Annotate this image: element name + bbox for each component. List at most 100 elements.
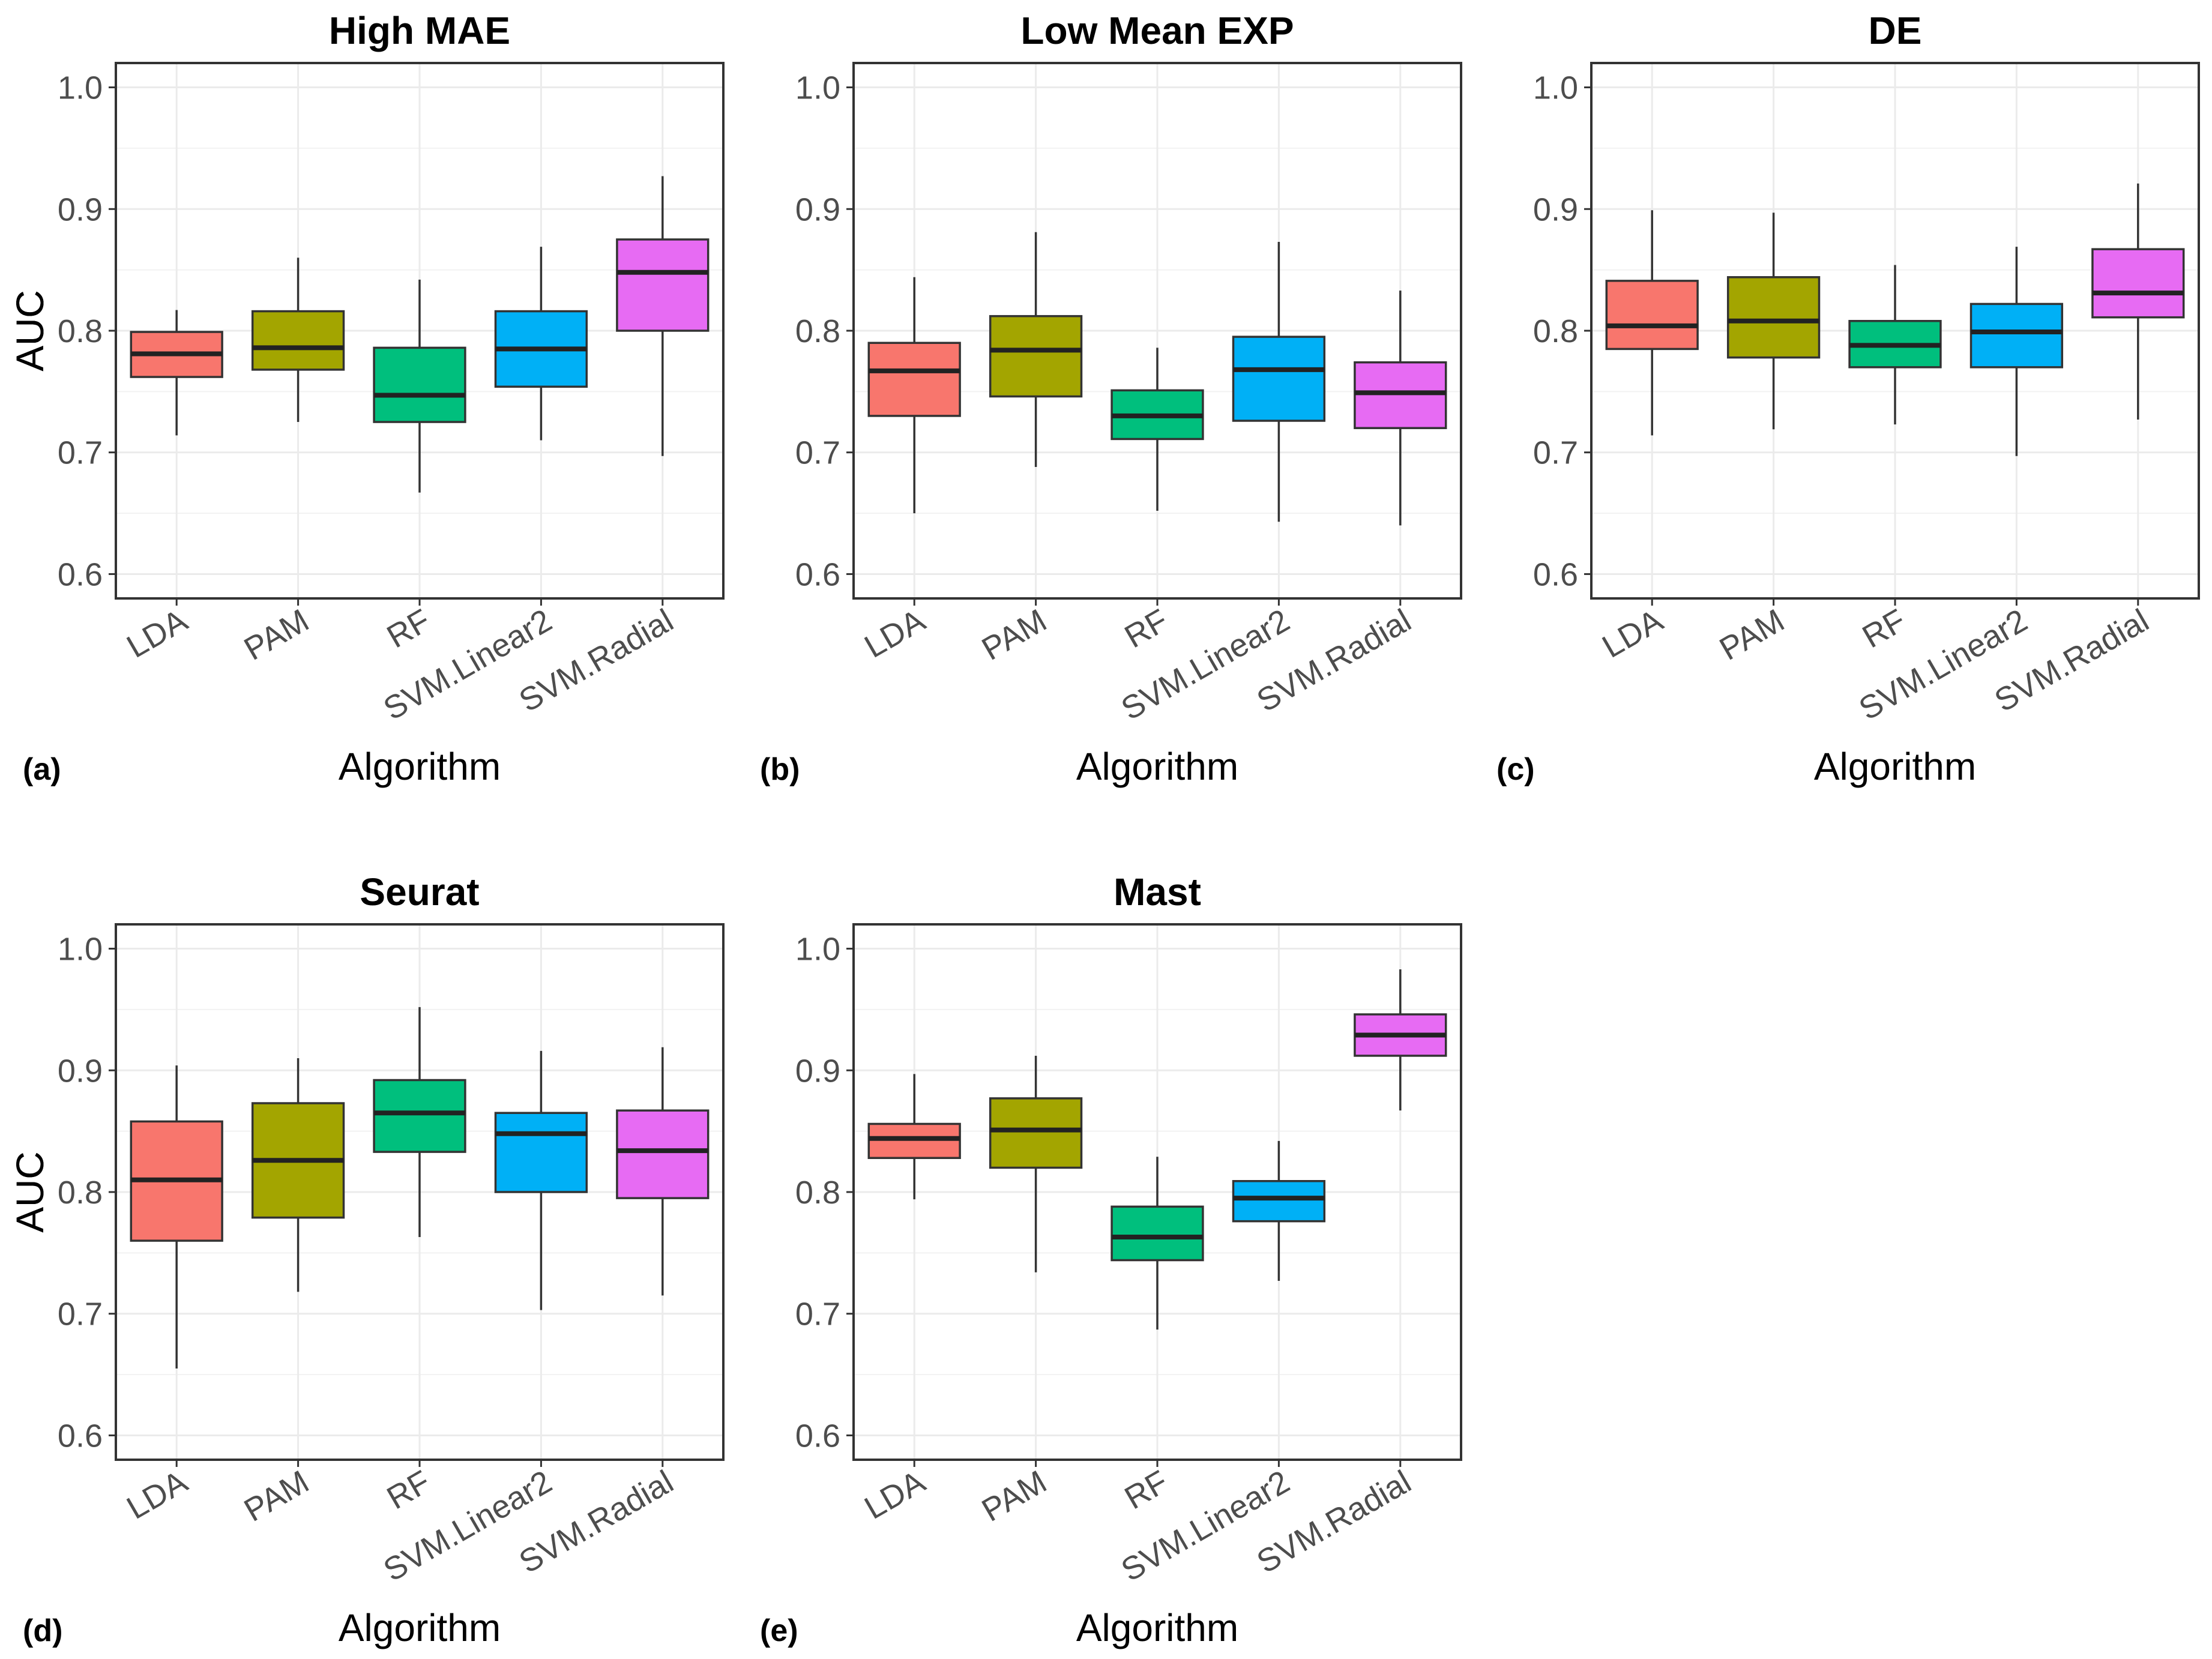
- y-tick-label: 0.7: [58, 1296, 103, 1332]
- y-axis-label: AUC: [8, 290, 52, 371]
- x-tick-label: PAM: [1714, 602, 1791, 667]
- y-tick-label: 0.8: [795, 1175, 840, 1211]
- x-tick-label: RF: [1119, 1463, 1174, 1516]
- y-tick-label: 0.6: [58, 556, 103, 592]
- x-tick-label: PAM: [976, 602, 1053, 667]
- x-tick-label: LDA: [858, 1463, 931, 1526]
- box-lda: [1605, 210, 1699, 436]
- box-svm-linear2: [1232, 242, 1326, 522]
- panel-tag: (a): [23, 752, 61, 787]
- box-iqr: [1111, 1205, 1204, 1262]
- y-axis-label: AUC: [8, 1151, 52, 1232]
- box-rf: [373, 279, 466, 493]
- box-svm-linear2: [1232, 1140, 1326, 1281]
- x-tick-label: LDA: [121, 602, 193, 664]
- y-tick-label: 0.7: [58, 435, 103, 471]
- y-tick-label: 0.8: [795, 313, 840, 349]
- y-tick-label: 0.7: [795, 435, 840, 471]
- box-iqr: [1726, 276, 1821, 359]
- box-lda: [867, 277, 961, 514]
- box-lda: [867, 1074, 961, 1200]
- box-iqr: [251, 310, 345, 371]
- y-tick-label: 0.9: [795, 191, 840, 227]
- box-svm-linear2: [1969, 247, 2064, 456]
- box-pam: [251, 257, 345, 423]
- box-iqr: [494, 1112, 588, 1193]
- box-iqr: [1969, 303, 2064, 369]
- box-pam: [989, 232, 1083, 468]
- x-tick-label: RF: [1857, 602, 1912, 655]
- y-axis-label: AUC: [8, 290, 52, 371]
- y-tick-label: 0.9: [58, 191, 103, 227]
- chart-title: Mast: [1114, 870, 1201, 914]
- box-iqr: [1232, 1180, 1326, 1223]
- box-rf: [1848, 265, 1942, 425]
- y-tick-label: 0.9: [58, 1053, 103, 1089]
- box-iqr: [1605, 280, 1699, 351]
- chart-title: Seurat: [360, 870, 479, 914]
- box-iqr: [2091, 248, 2185, 319]
- chart-title: Low Mean EXP: [1020, 9, 1294, 52]
- y-tick-label: 0.6: [1533, 556, 1578, 592]
- box-pam: [251, 1058, 345, 1292]
- y-tick-label: 0.6: [795, 1418, 840, 1454]
- box-svm-radial: [1354, 969, 1447, 1111]
- y-axis-label: AUC: [8, 1151, 52, 1232]
- box-lda: [130, 1065, 223, 1368]
- box-iqr: [616, 238, 710, 332]
- box-svm-radial: [1354, 291, 1447, 526]
- x-tick-label: LDA: [1596, 602, 1669, 664]
- y-tick-label: 0.8: [58, 313, 103, 349]
- x-tick-label: LDA: [858, 602, 931, 664]
- y-tick-label: 0.8: [58, 1175, 103, 1211]
- x-tick-label: PAM: [976, 1463, 1053, 1528]
- y-axis-label: AUC: [8, 290, 52, 371]
- x-tick-label: LDA: [121, 1463, 193, 1526]
- y-tick-label: 1.0: [58, 932, 103, 968]
- box-lda: [130, 310, 223, 436]
- box-iqr: [616, 1109, 710, 1199]
- box-iqr: [867, 342, 961, 417]
- box-iqr: [373, 1079, 466, 1153]
- x-axis-label: Algorithm: [339, 745, 501, 788]
- box-pam: [1726, 212, 1821, 430]
- y-tick-label: 1.0: [795, 70, 840, 106]
- panel-tag: (c): [1496, 752, 1535, 787]
- x-axis-label: Algorithm: [1076, 745, 1238, 788]
- box-svm-linear2: [494, 247, 588, 441]
- box-svm-linear2: [494, 1050, 588, 1310]
- x-axis-label: Algorithm: [1814, 745, 1976, 788]
- y-tick-label: 0.9: [1533, 191, 1578, 227]
- panel-tag: (e): [760, 1613, 798, 1648]
- y-tick-label: 0.7: [1533, 435, 1578, 471]
- x-tick-label: PAM: [238, 1463, 315, 1528]
- box-rf: [1111, 1157, 1204, 1330]
- x-tick-label: RF: [381, 1463, 436, 1516]
- box-iqr: [989, 315, 1083, 398]
- y-tick-label: 0.8: [1533, 313, 1578, 349]
- x-tick-label: PAM: [238, 602, 315, 667]
- y-tick-label: 0.7: [795, 1296, 840, 1332]
- x-axis-label: Algorithm: [1076, 1606, 1238, 1649]
- y-tick-label: 0.9: [795, 1053, 840, 1089]
- x-axis-label: Algorithm: [339, 1606, 501, 1649]
- box-svm-radial: [2091, 183, 2185, 420]
- box-pam: [989, 1055, 1083, 1272]
- box-svm-radial: [616, 1047, 710, 1296]
- box-rf: [373, 1007, 466, 1238]
- box-iqr: [373, 346, 466, 423]
- chart-title: DE: [1869, 9, 1922, 52]
- y-tick-label: 0.6: [795, 556, 840, 592]
- box-iqr: [989, 1097, 1083, 1169]
- panel-tag: (b): [760, 752, 800, 787]
- panel-tag: (d): [23, 1613, 62, 1648]
- y-tick-label: 0.6: [58, 1418, 103, 1454]
- box-iqr: [1232, 336, 1326, 422]
- box-iqr: [867, 1122, 961, 1159]
- box-iqr: [1354, 361, 1447, 429]
